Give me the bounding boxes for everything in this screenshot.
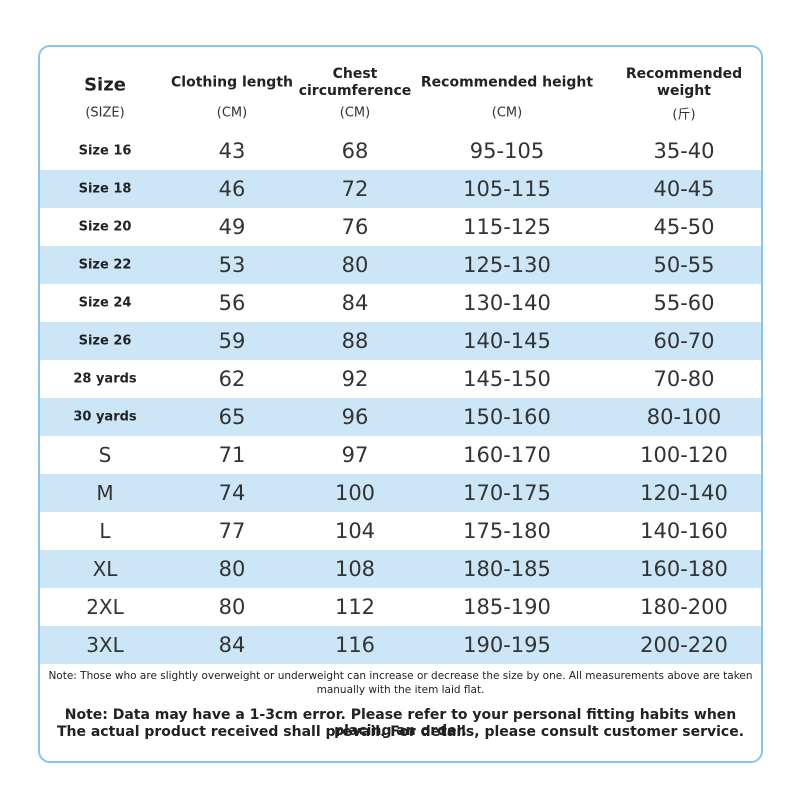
table-cell: 50-55: [653, 253, 715, 277]
column-unit: (CM): [216, 105, 248, 121]
table-cell: 105-115: [463, 177, 551, 201]
row-band: [40, 322, 761, 360]
size-label: 30 yards: [73, 409, 137, 425]
row-band: [40, 170, 761, 208]
table-cell: 68: [341, 139, 369, 163]
table-cell: 96: [341, 405, 369, 429]
table-cell: 185-190: [463, 595, 551, 619]
table-cell: 104: [334, 519, 376, 543]
table-cell: 80: [218, 557, 246, 581]
table-cell: 43: [218, 139, 246, 163]
table-cell: 74: [218, 481, 246, 505]
table-cell: 97: [341, 443, 369, 467]
table-cell: 77: [218, 519, 246, 543]
table-cell: 150-160: [463, 405, 551, 429]
table-cell: 71: [218, 443, 246, 467]
table-cell: 116: [334, 633, 376, 657]
table-cell: 72: [341, 177, 369, 201]
table-cell: 49: [218, 215, 246, 239]
column-unit: (斤): [672, 107, 696, 123]
table-cell: 70-80: [653, 367, 715, 391]
table-cell: 115-125: [463, 215, 551, 239]
size-label: 3XL: [86, 633, 124, 657]
table-cell: 190-195: [463, 633, 551, 657]
table-cell: 145-150: [463, 367, 551, 391]
size-label: S: [98, 443, 112, 467]
table-cell: 80-100: [646, 405, 722, 429]
table-cell: 56: [218, 291, 246, 315]
size-label: Size 16: [78, 143, 132, 159]
table-cell: 40-45: [653, 177, 715, 201]
note-line: The actual product received shall prevai…: [56, 724, 745, 740]
table-cell: 160-170: [463, 443, 551, 467]
column-unit: (CM): [491, 105, 523, 121]
table-cell: 35-40: [653, 139, 715, 163]
table-cell: 80: [341, 253, 369, 277]
note-small: Note: Those who are slightly overweight …: [48, 670, 753, 696]
table-cell: 112: [334, 595, 376, 619]
table-cell: 180-200: [640, 595, 728, 619]
table-cell: 76: [341, 215, 369, 239]
size-label: L: [99, 519, 111, 543]
table-cell: 62: [218, 367, 246, 391]
table-cell: 175-180: [463, 519, 551, 543]
size-label: Size 26: [78, 333, 132, 349]
column-header: Recommended weight: [625, 66, 743, 99]
table-cell: 120-140: [640, 481, 728, 505]
table-cell: 180-185: [463, 557, 551, 581]
column-header: Recommended height: [420, 74, 594, 91]
table-cell: 53: [218, 253, 246, 277]
table-cell: 140-160: [640, 519, 728, 543]
column-unit: (SIZE): [85, 105, 125, 121]
table-cell: 60-70: [653, 329, 715, 353]
table-cell: 130-140: [463, 291, 551, 315]
column-header: Clothing length: [171, 74, 293, 91]
row-band: [40, 398, 761, 436]
row-band: [40, 626, 761, 664]
size-label: Size 18: [78, 181, 132, 197]
table-cell: 108: [334, 557, 376, 581]
table-cell: 46: [218, 177, 246, 201]
table-cell: 80: [218, 595, 246, 619]
row-band: [40, 550, 761, 588]
table-cell: 84: [341, 291, 369, 315]
table-cell: 95-105: [469, 139, 545, 163]
row-band: [40, 246, 761, 284]
column-unit: (CM): [339, 105, 371, 121]
column-header: Chest circumference: [298, 66, 412, 99]
size-label: M: [96, 481, 114, 505]
size-label: XL: [92, 557, 118, 581]
size-label: Size 20: [78, 219, 132, 235]
table-cell: 59: [218, 329, 246, 353]
table-cell: 100-120: [640, 443, 728, 467]
table-cell: 100: [334, 481, 376, 505]
table-cell: 84: [218, 633, 246, 657]
table-cell: 160-180: [640, 557, 728, 581]
table-cell: 45-50: [653, 215, 715, 239]
table-cell: 170-175: [463, 481, 551, 505]
table-cell: 65: [218, 405, 246, 429]
size-table: Note: Those who are slightly overweight …: [38, 45, 763, 763]
column-header: Size: [84, 74, 126, 96]
table-cell: 88: [341, 329, 369, 353]
size-label: 28 yards: [73, 371, 137, 387]
table-cell: 92: [341, 367, 369, 391]
table-cell: 125-130: [463, 253, 551, 277]
table-cell: 55-60: [653, 291, 715, 315]
table-cell: 200-220: [640, 633, 728, 657]
note-line: Note: Data may have a 1-3cm error. Pleas…: [64, 707, 737, 739]
row-band: [40, 474, 761, 512]
table-cell: 140-145: [463, 329, 551, 353]
size-label: 2XL: [86, 595, 124, 619]
size-label: Size 22: [78, 257, 132, 273]
size-label: Size 24: [78, 295, 132, 311]
